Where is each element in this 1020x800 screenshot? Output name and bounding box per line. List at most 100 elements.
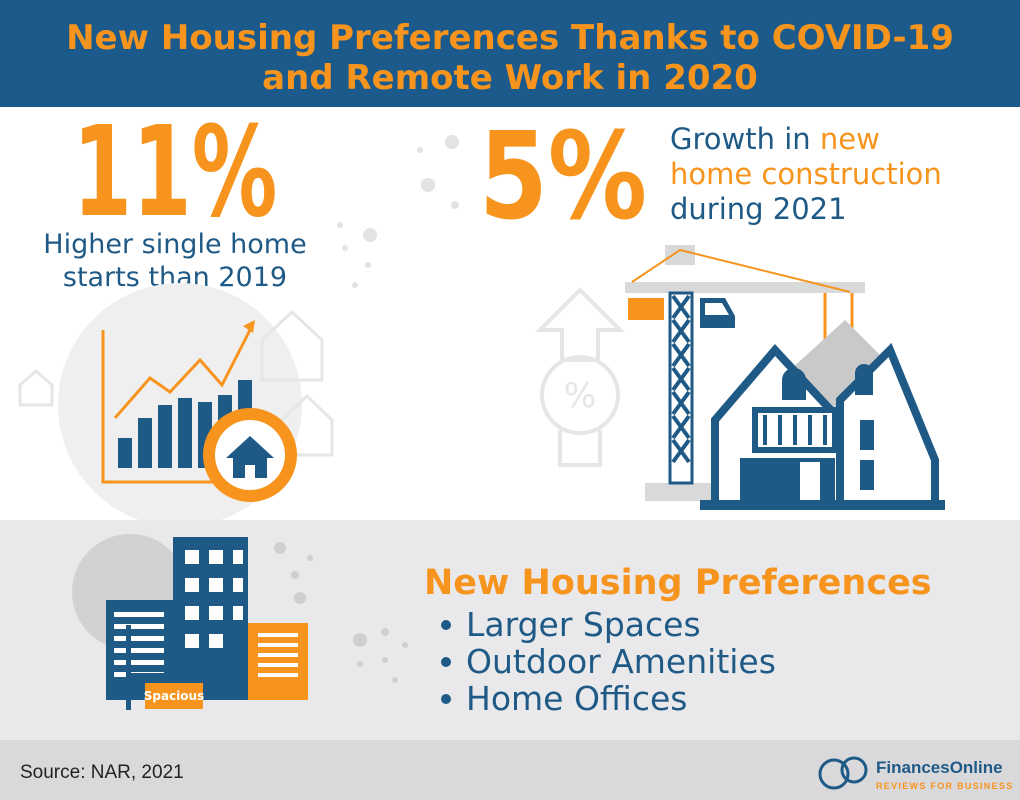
decor-dots-part — [417, 147, 423, 153]
construction-icon-part — [860, 460, 874, 490]
buildings-icon-part-part — [392, 677, 398, 683]
stat-figure: 11% — [73, 100, 278, 245]
decor-dots-part — [352, 282, 358, 288]
decor-dots-part — [337, 222, 343, 228]
construction-icon-part — [671, 294, 691, 464]
growth-chart-icon-part-part — [18, 369, 54, 407]
buildings-icon-part-part — [291, 571, 299, 579]
preference-item: Outdoor Amenities — [466, 642, 776, 681]
bullet-dots-part — [441, 620, 451, 630]
buildings-icon-part-part — [307, 555, 313, 561]
stat-figure: 5% — [479, 108, 647, 247]
construction-icon-part-part — [540, 355, 620, 435]
buildings-icon-part-part — [357, 661, 363, 667]
buildings-icon-part-part — [258, 633, 298, 637]
buildings-icon-part — [145, 683, 203, 709]
preference-item: Home Offices — [466, 679, 687, 718]
brand-logo-part — [840, 756, 868, 784]
title-line: New Housing Preferences Thanks to COVID-… — [66, 18, 954, 58]
buildings-icon-part-part — [209, 578, 223, 592]
buildings-icon-part-part — [209, 606, 223, 620]
construction-icon-part — [665, 245, 695, 265]
buildings-icon-part-part — [185, 578, 199, 592]
construction-icon-part-part — [558, 430, 602, 467]
bullet-dots-part — [441, 694, 451, 704]
buildings-icon-part-part — [185, 550, 199, 564]
decor-dots-part — [342, 245, 348, 251]
construction-icon-part — [740, 458, 835, 505]
brand-logo — [818, 756, 868, 790]
bullet-dots — [441, 620, 451, 704]
decor-dots-part — [445, 135, 459, 149]
title-line: and Remote Work in 2020 — [262, 58, 758, 98]
construction-icon-part — [631, 248, 851, 293]
buildings-icon-part-part — [294, 592, 306, 604]
buildings-icon-part-part — [114, 612, 164, 617]
sign-text: Spacious — [144, 689, 205, 703]
buildings-icon-part — [258, 633, 298, 677]
growth-chart-icon-part-part — [178, 398, 192, 468]
buildings-icon-part-part — [209, 634, 223, 648]
construction-icon-part — [535, 287, 625, 467]
buildings-icon-part-part — [353, 633, 367, 647]
construction-icon: % — [535, 245, 945, 510]
decor-dots — [337, 135, 459, 288]
buildings-icon-part-part — [185, 634, 199, 648]
decor-dots-part — [421, 178, 435, 192]
buildings-icon-part-part — [114, 636, 164, 641]
buildings-icon — [72, 534, 408, 710]
construction-icon-part — [705, 303, 729, 315]
growth-chart-icon-part — [113, 329, 252, 419]
growth-chart-icon-part-part — [158, 405, 172, 468]
growth-chart-icon — [18, 283, 334, 527]
buildings-icon-part-part — [233, 550, 243, 564]
brand-tagline: REVIEWS FOR BUSINESS — [876, 781, 1014, 791]
stat-caption: Growth in new — [670, 122, 880, 156]
buildings-icon-part-part — [185, 606, 199, 620]
buildings-icon-part-part — [114, 624, 164, 629]
decor-dots-part — [365, 262, 371, 268]
construction-icon-part — [628, 298, 664, 320]
caption-highlight: home construction — [670, 157, 942, 191]
buildings-icon-part-part — [382, 657, 388, 663]
brand-name: FinancesOnline — [876, 758, 1003, 777]
buildings-icon-part-part — [233, 606, 243, 620]
construction-icon-part — [625, 282, 865, 293]
caption-highlight: new — [820, 122, 880, 156]
buildings-icon-part-part — [381, 628, 389, 636]
buildings-icon-part-part — [258, 643, 298, 647]
construction-icon-part — [855, 364, 873, 395]
header-bar — [0, 0, 1020, 107]
buildings-icon-part-part — [114, 648, 164, 653]
buildings-icon-part-part — [114, 660, 164, 665]
buildings-icon-part-part — [209, 550, 223, 564]
growth-chart-icon-part — [101, 330, 215, 484]
construction-icon-part — [800, 462, 820, 500]
footer-bar — [0, 740, 1020, 800]
buildings-icon-part-part — [274, 542, 286, 554]
bullet-dots-part — [441, 657, 451, 667]
buildings-icon-part-part — [402, 642, 408, 648]
stat-caption: Higher single home — [43, 229, 306, 260]
buildings-icon-part-part — [258, 673, 298, 677]
buildings-icon-part — [126, 625, 131, 710]
buildings-icon-part — [185, 550, 243, 648]
buildings-icon-part-part — [258, 653, 298, 657]
growth-chart-icon-part-part — [138, 418, 152, 468]
buildings-icon-part-part — [233, 578, 243, 592]
growth-chart-icon-part — [245, 465, 255, 478]
growth-chart-icon-part — [243, 320, 255, 333]
decor-dots-part — [363, 228, 377, 242]
buildings-icon-part-part — [258, 663, 298, 667]
buildings-icon-part — [274, 542, 408, 683]
growth-chart-icon-part-part — [118, 438, 132, 468]
growth-chart-icon-part — [226, 436, 274, 478]
caption-text: during 2021 — [670, 192, 847, 226]
caption-text: Growth in — [670, 122, 811, 156]
construction-icon-part — [782, 368, 806, 400]
source-note: Source: NAR, 2021 — [20, 762, 184, 783]
preference-item: Larger Spaces — [466, 605, 701, 644]
